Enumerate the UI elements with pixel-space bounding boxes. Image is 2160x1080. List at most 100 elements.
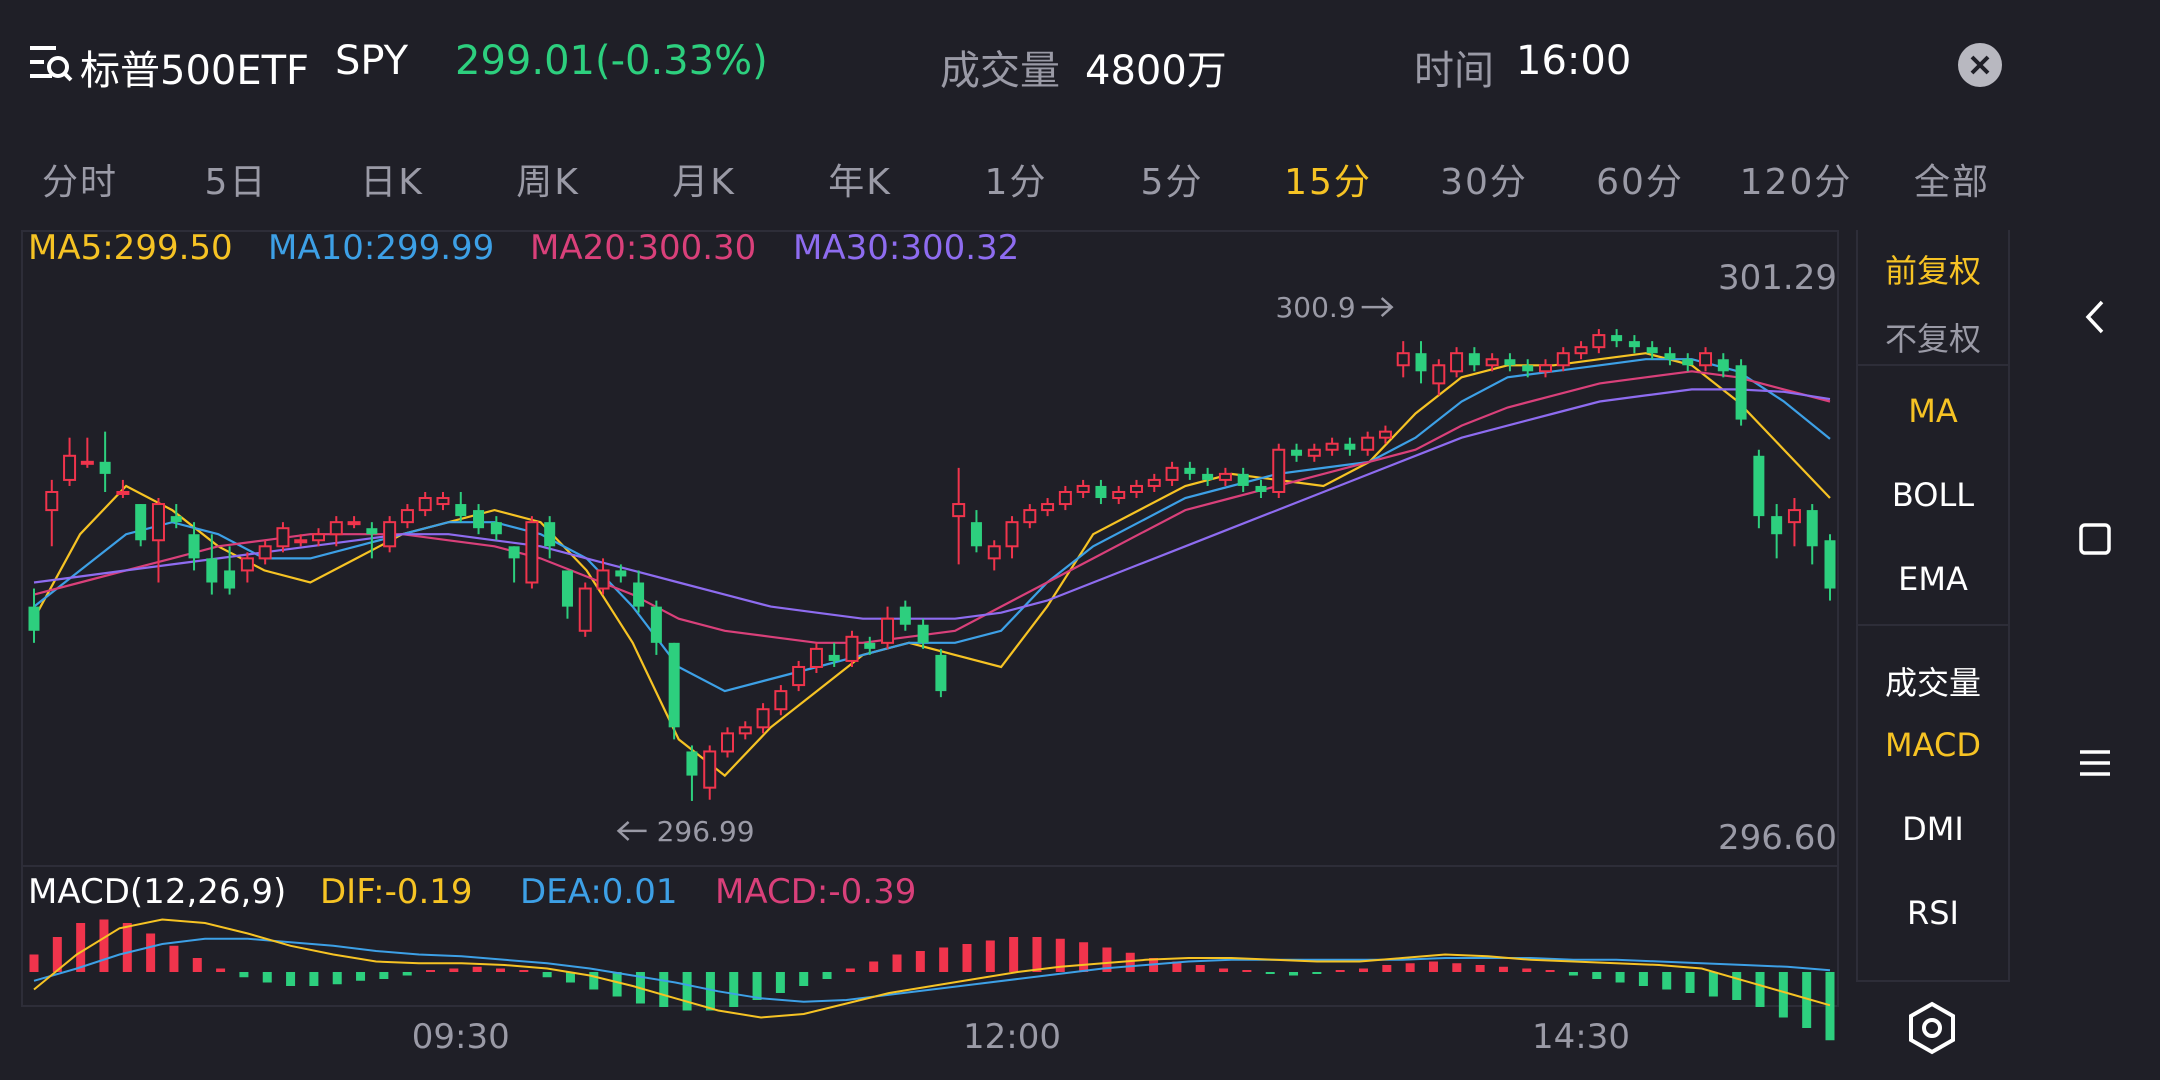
candle	[366, 522, 378, 559]
candle	[792, 660, 806, 692]
candle	[864, 636, 876, 655]
menu-search-icon[interactable]	[28, 40, 74, 86]
candle	[756, 703, 770, 734]
macd-bar	[99, 919, 109, 972]
tab-30min[interactable]: 30分	[1440, 162, 1528, 203]
ma5-line	[33, 352, 1831, 778]
candle	[418, 491, 432, 517]
tab-120min[interactable]: 120分	[1739, 162, 1853, 203]
adjust-forward[interactable]: 前复权	[1884, 252, 1981, 290]
macd-bar	[659, 972, 669, 1007]
candle	[151, 498, 165, 583]
macd-bar	[76, 923, 86, 972]
candle	[383, 516, 397, 553]
indicator-boll[interactable]: BOLL	[1891, 476, 1975, 514]
candle	[561, 570, 573, 619]
macd-bar	[52, 937, 62, 972]
tab-60min[interactable]: 60分	[1596, 162, 1684, 203]
home-icon[interactable]	[2060, 504, 2130, 574]
candle	[1415, 341, 1427, 384]
macd-bar	[1615, 972, 1625, 983]
candle	[240, 552, 254, 583]
candle	[63, 437, 77, 486]
macd-bar	[542, 972, 552, 978]
candle	[1344, 437, 1356, 456]
candle	[721, 727, 735, 758]
candle	[1325, 437, 1339, 456]
indicator-panel: 前复权 不复权 MA BOLL EMA 成交量 MACD DMI RSI	[1856, 230, 2010, 982]
close-icon[interactable]	[1958, 43, 2002, 87]
tab-monthly-k[interactable]: 月K	[672, 162, 736, 203]
indicator-macd[interactable]: MACD	[1885, 726, 1981, 764]
macd-bar	[1685, 972, 1695, 993]
period-tabs: 分时 5日 日K 周K 月K 年K 1分 5分 15分 30分 60分 120分…	[0, 140, 2030, 226]
kline-chart[interactable]: 300.9 296.99 09:30 12:00 14:30	[0, 0, 1850, 1080]
settings-hex-icon[interactable]	[1904, 1000, 1960, 1056]
macd-bar	[1009, 937, 1019, 972]
candle	[1129, 479, 1143, 499]
macd-bar	[612, 972, 622, 997]
tab-intraday[interactable]: 分时	[41, 162, 118, 203]
indicator-dmi[interactable]: DMI	[1902, 810, 1964, 848]
candle	[774, 685, 788, 716]
tab-5min[interactable]: 5分	[1140, 162, 1204, 203]
macd-bar	[1032, 937, 1042, 972]
macd-bar	[1079, 942, 1089, 972]
candle	[1574, 341, 1588, 360]
candle	[135, 504, 147, 547]
candle	[828, 642, 840, 667]
dif-line	[33, 918, 1831, 1019]
candle	[1504, 353, 1516, 372]
macd-dea: DEA:0.01	[520, 872, 678, 912]
back-icon[interactable]	[2060, 282, 2130, 352]
macd-bar	[216, 968, 226, 972]
macd-bar	[845, 968, 855, 972]
macd-bar	[1568, 972, 1578, 976]
tab-5day[interactable]: 5日	[204, 162, 268, 203]
indicator-ma[interactable]: MA	[1908, 392, 1958, 430]
chart-frame	[21, 230, 1839, 1007]
candle	[28, 588, 40, 643]
macd-bar	[402, 972, 412, 976]
macd-bar	[729, 972, 739, 1007]
macd-bar	[519, 970, 529, 972]
indicator-rsi[interactable]: RSI	[1907, 894, 1959, 932]
candle	[1592, 329, 1606, 354]
macd-bar	[472, 966, 482, 972]
stock-ticker: SPY	[335, 38, 409, 84]
macd-bar	[286, 972, 296, 986]
tab-daily-k[interactable]: 日K	[360, 162, 424, 203]
candle	[1076, 479, 1090, 499]
macd-bar	[122, 923, 132, 972]
candle	[1556, 347, 1570, 372]
candle	[1753, 449, 1765, 529]
macd-bar	[1335, 970, 1345, 972]
indicator-volume[interactable]: 成交量	[1884, 664, 1981, 702]
candle	[1611, 329, 1623, 348]
macd-bar	[495, 968, 505, 972]
tab-yearly-k[interactable]: 年K	[828, 162, 892, 203]
macd-bar	[29, 954, 39, 972]
macd-bar	[915, 951, 925, 972]
min-arrow-icon	[616, 821, 647, 841]
price-change: 299.01(-0.33%)	[455, 38, 768, 84]
candle	[99, 431, 111, 492]
candle	[1522, 359, 1534, 378]
tab-all[interactable]: 全部	[1913, 162, 1990, 203]
macd-bar	[239, 972, 249, 978]
recents-icon[interactable]	[2060, 728, 2130, 798]
candle	[80, 437, 94, 468]
ma10-legend: MA10:299.99	[268, 228, 495, 268]
macd-bar	[892, 954, 902, 972]
indicator-ema[interactable]: EMA	[1898, 560, 1968, 598]
candle	[224, 546, 236, 595]
candle	[1237, 467, 1249, 492]
candle	[668, 642, 680, 740]
macd-bar	[1755, 972, 1765, 1007]
tab-15min[interactable]: 15分	[1284, 162, 1372, 203]
adjust-none[interactable]: 不复权	[1884, 320, 1981, 358]
tab-1min[interactable]: 1分	[984, 162, 1048, 203]
candle	[738, 721, 752, 740]
candle	[917, 618, 929, 649]
tab-weekly-k[interactable]: 周K	[516, 162, 580, 203]
